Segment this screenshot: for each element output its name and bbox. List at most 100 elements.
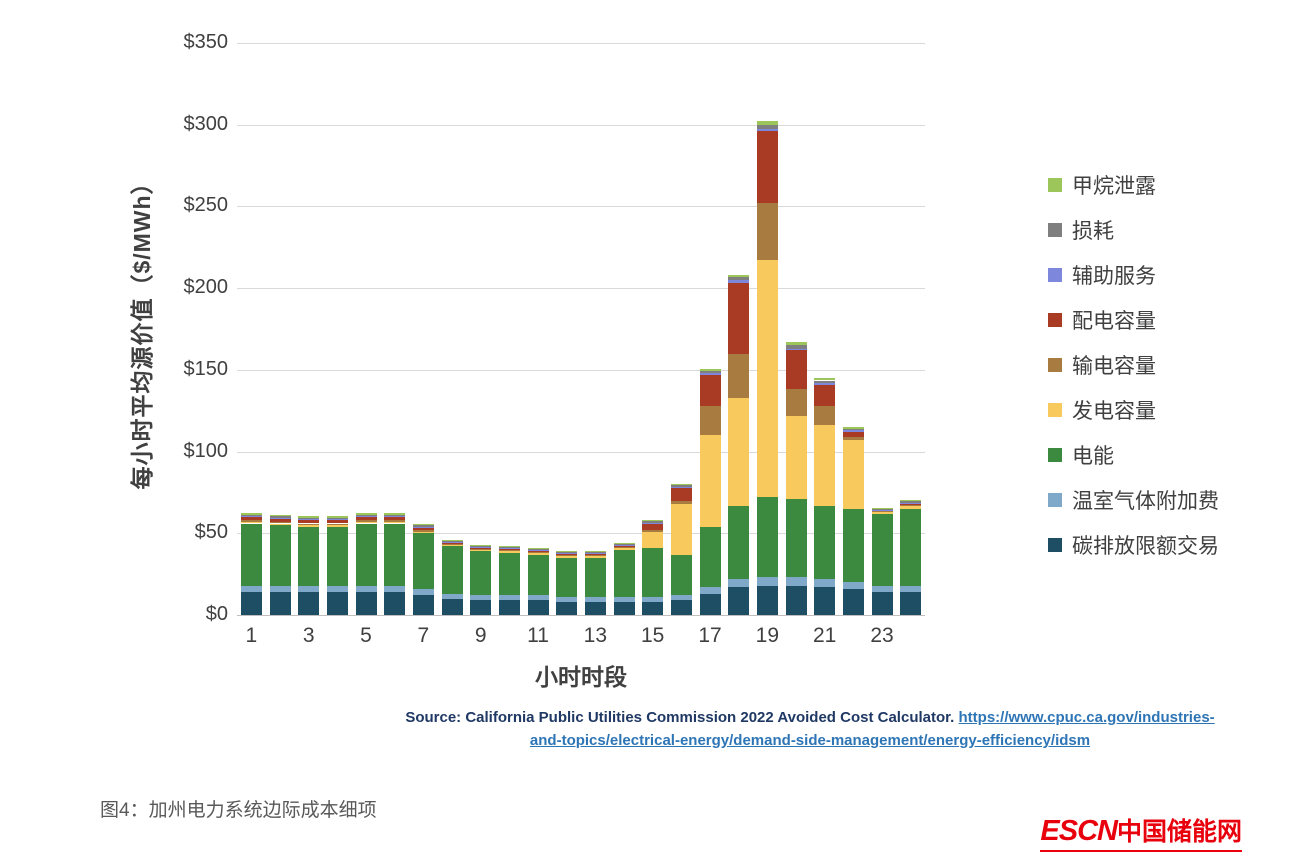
bar-hour-4-辅助服务 <box>326 519 348 521</box>
bar-hour-24-损耗 <box>900 501 922 504</box>
bar-hour-3-甲烷泄露 <box>298 516 320 518</box>
bar-hour-9-温室气体附加费 <box>470 595 492 601</box>
bar-hour-21-甲烷泄露 <box>814 378 836 381</box>
bar-hour-1-配电容量 <box>240 516 262 521</box>
bar-hour-20-损耗 <box>785 345 807 349</box>
bar-hour-18-辅助服务 <box>728 279 750 284</box>
x-tick-label-21: 21 <box>812 624 837 647</box>
legend-label: 甲烷泄露 <box>1072 175 1156 198</box>
gridline-150 <box>237 369 925 371</box>
bar-hour-23-温室气体附加费 <box>871 585 893 593</box>
source-link-line2[interactable]: and-topics/electrical-energy/demand-side… <box>529 732 1091 749</box>
bar-hour-10-配电容量 <box>498 548 520 551</box>
bar-hour-11-配电容量 <box>527 550 549 553</box>
legend-swatch-icon <box>1048 538 1062 552</box>
bar-hour-14-损耗 <box>613 543 635 546</box>
bar-hour-19-输电容量 <box>756 203 778 261</box>
bar-hour-12-发电容量 <box>556 556 578 558</box>
bar-hour-7-碳排放限额交易 <box>412 595 434 615</box>
source-link-line1[interactable]: https://www.cpuc.ca.gov/industries- <box>958 709 1215 726</box>
bar-hour-24-碳排放限额交易 <box>900 592 922 615</box>
legend-item-电能: 电能 <box>1048 440 1219 470</box>
bar-hour-23-配电容量 <box>871 510 893 512</box>
bar-hour-3-输电容量 <box>298 523 320 526</box>
chart-legend: 甲烷泄露 损耗 辅助服务 配电容量 输电容量 发电容量 电能 温室气体附加费 碳排放限额交易 <box>1048 170 1219 575</box>
bar-hour-9-输电容量 <box>470 548 492 550</box>
y-tick-label-150: $150 <box>183 357 229 380</box>
bar-hour-2-电能 <box>269 525 291 586</box>
bar-hour-21-发电容量 <box>814 425 836 506</box>
bar-hour-22-电能 <box>842 508 864 583</box>
bar-hour-13-碳排放限额交易 <box>584 601 606 615</box>
bar-hour-19-甲烷泄露 <box>756 121 778 125</box>
bar-hour-24-发电容量 <box>900 505 922 509</box>
gridline-250 <box>237 206 925 208</box>
bar-hour-23-甲烷泄露 <box>871 507 893 509</box>
bar-hour-21-碳排放限额交易 <box>814 587 836 615</box>
bar-hour-21-温室气体附加费 <box>814 579 836 588</box>
bar-hour-10-碳排放限额交易 <box>498 600 520 615</box>
bar-hour-6-配电容量 <box>384 516 406 521</box>
bar-hour-11-温室气体附加费 <box>527 595 549 601</box>
bar-hour-6-碳排放限额交易 <box>384 592 406 615</box>
gridline-100 <box>237 451 925 453</box>
bar-hour-23-损耗 <box>871 508 893 510</box>
bar-hour-17-辅助服务 <box>699 373 721 375</box>
bar-hour-8-碳排放限额交易 <box>441 598 463 615</box>
legend-item-损耗: 损耗 <box>1048 215 1219 245</box>
y-tick-label-0: $0 <box>205 603 228 625</box>
bar-hour-17-甲烷泄露 <box>699 369 721 371</box>
bar-hour-16-碳排放限额交易 <box>670 600 692 615</box>
bar-hour-13-甲烷泄露 <box>584 551 606 553</box>
bar-hour-9-发电容量 <box>470 549 492 552</box>
legend-label: 配电容量 <box>1072 310 1156 333</box>
bar-hour-3-电能 <box>298 526 320 586</box>
legend-swatch-icon <box>1048 403 1062 417</box>
bar-hour-17-电能 <box>699 526 721 588</box>
y-tick-label-100: $100 <box>183 439 229 462</box>
bar-hour-7-甲烷泄露 <box>412 523 434 526</box>
bar-hour-5-发电容量 <box>355 521 377 524</box>
bar-hour-5-配电容量 <box>355 516 377 521</box>
bar-hour-16-甲烷泄露 <box>670 484 692 486</box>
bar-hour-5-温室气体附加费 <box>355 585 377 593</box>
bar-hour-19-碳排放限额交易 <box>756 585 778 615</box>
bar-hour-11-损耗 <box>527 548 549 550</box>
x-tick-label-19: 19 <box>755 624 780 647</box>
bar-hour-19-电能 <box>756 497 778 578</box>
legend-label: 发电容量 <box>1072 400 1156 423</box>
bar-hour-14-输电容量 <box>613 547 635 548</box>
bar-hour-6-损耗 <box>384 514 406 517</box>
bar-hour-8-配电容量 <box>441 542 463 544</box>
bar-hour-15-发电容量 <box>642 531 664 548</box>
y-tick-label-50: $50 <box>194 521 228 544</box>
x-tick-label-17: 17 <box>698 624 722 647</box>
bar-hour-20-发电容量 <box>785 415 807 499</box>
bar-hour-4-碳排放限额交易 <box>326 592 348 615</box>
y-axis-labels: $0 $50 $100 $150 $200 $250 $300 $350 <box>150 31 229 625</box>
bar-hour-6-输电容量 <box>384 520 406 522</box>
y-tick-label-300: $300 <box>183 112 229 135</box>
bar-hour-4-甲烷泄露 <box>326 516 348 518</box>
bar-hour-3-发电容量 <box>298 525 320 527</box>
bar-hour-23-碳排放限额交易 <box>871 592 893 615</box>
bar-hour-10-损耗 <box>498 547 520 549</box>
bar-hour-12-损耗 <box>556 552 578 554</box>
bar-hour-6-电能 <box>384 523 406 586</box>
bar-hour-9-损耗 <box>470 545 492 547</box>
bar-hour-4-输电容量 <box>326 523 348 526</box>
x-tick-label-23: 23 <box>870 624 894 647</box>
bar-hour-16-电能 <box>670 554 692 596</box>
source-text: Source: California Public Utilities Comm… <box>405 709 955 726</box>
bar-hour-2-发电容量 <box>269 523 291 526</box>
legend-label: 温室气体附加费 <box>1072 490 1219 513</box>
bar-hour-21-电能 <box>814 505 836 580</box>
bar-hour-8-损耗 <box>441 540 463 542</box>
bar-hour-17-损耗 <box>699 370 721 374</box>
bar-hour-23-辅助服务 <box>871 509 893 511</box>
x-tick-label-3: 3 <box>302 624 315 647</box>
bar-hour-2-温室气体附加费 <box>269 585 291 593</box>
bar-hour-18-损耗 <box>728 276 750 280</box>
bar-hour-4-发电容量 <box>326 525 348 527</box>
